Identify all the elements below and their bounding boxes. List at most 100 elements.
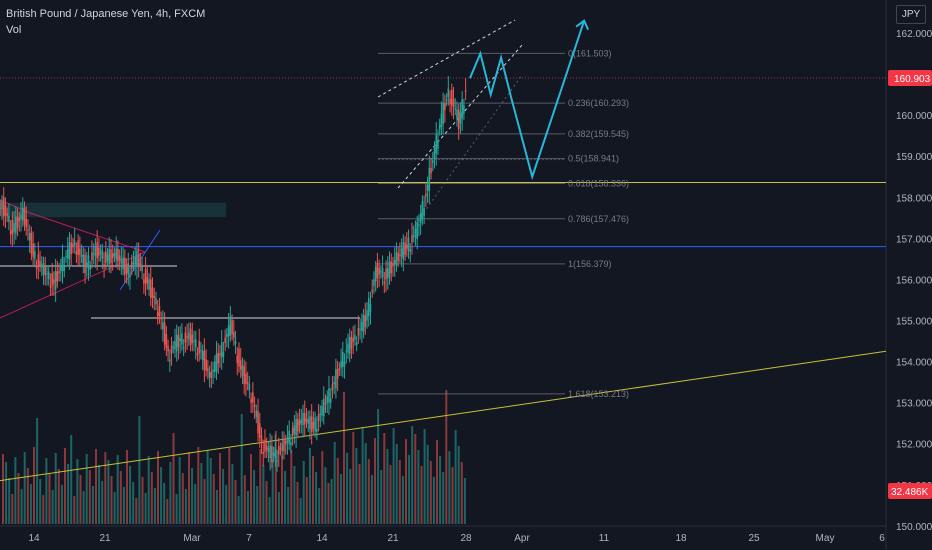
candle-body	[376, 262, 379, 279]
currency-button[interactable]: JPY	[896, 5, 926, 24]
candle-body	[373, 279, 375, 286]
time-tick-label: 21	[387, 533, 399, 544]
channel-mid-line	[411, 74, 523, 230]
volume-bar	[73, 496, 76, 524]
candle-body	[449, 98, 451, 105]
candle-body	[269, 445, 271, 459]
time-tick-label: 21	[99, 533, 111, 544]
candle-body	[236, 355, 239, 363]
candle-body	[205, 359, 207, 371]
candle-body	[288, 430, 290, 444]
candle-body	[49, 285, 52, 288]
candle-body	[309, 416, 311, 430]
candle-body	[310, 416, 313, 433]
candle-body	[456, 109, 458, 119]
price-tick-label: 158.000	[896, 193, 932, 204]
candle-body	[409, 249, 412, 253]
volume-bar	[8, 478, 11, 524]
volume-bar	[349, 469, 352, 524]
volume-bar	[246, 491, 249, 524]
candle-body	[201, 350, 204, 361]
candle-body	[170, 345, 173, 354]
volume-bar	[312, 456, 314, 524]
candle-body	[73, 240, 76, 246]
candle-body	[172, 347, 175, 349]
candle-body	[357, 328, 360, 336]
candle-body	[6, 213, 8, 216]
volume-bar	[101, 481, 104, 524]
volume-bar	[364, 443, 367, 524]
candle-body	[243, 365, 245, 385]
candle-body	[122, 257, 124, 270]
candle-body	[117, 248, 119, 262]
candle-body	[98, 247, 100, 256]
candle-body	[46, 273, 48, 275]
volume-bar	[234, 480, 237, 524]
candle-body	[158, 306, 161, 316]
consolidation-zone	[0, 202, 227, 218]
volume-bar	[42, 495, 45, 524]
volume-bar	[408, 455, 411, 524]
candle-body	[264, 439, 266, 452]
volume-bar	[392, 428, 395, 524]
candle-body	[454, 108, 457, 110]
candle-body	[72, 243, 74, 248]
candle-body	[80, 254, 83, 257]
volume-bar	[225, 485, 228, 524]
symbol-title[interactable]: British Pound / Japanese Yen, 4h, FXCM	[6, 8, 206, 20]
candle-body	[229, 316, 232, 336]
chart-legend: British Pound / Japanese Yen, 4h, FXCM V…	[6, 6, 205, 38]
candle-body	[343, 361, 346, 367]
candle-body	[381, 267, 384, 278]
volume-bar	[228, 448, 231, 524]
time-tick-label: 28	[460, 533, 472, 544]
candle-body	[312, 421, 315, 430]
candle-body	[362, 315, 365, 333]
candle-body	[298, 421, 301, 426]
candle-body	[291, 427, 294, 436]
volume-indicator-label[interactable]: Vol	[6, 24, 22, 36]
candle-body	[252, 392, 254, 403]
time-tick-label: 11	[599, 533, 610, 544]
candle-body	[255, 410, 258, 418]
price-tick-label: 160.000	[896, 111, 932, 122]
candle-body	[42, 262, 45, 275]
candle-body	[113, 253, 116, 257]
volume-bar	[367, 459, 370, 524]
fib-level-label: 0.382(159.545)	[568, 129, 629, 139]
candle-body	[253, 404, 256, 407]
volume-bar	[91, 486, 94, 524]
volume-bar	[113, 492, 116, 524]
candle-body	[137, 254, 140, 266]
candle-body	[239, 360, 242, 370]
volume-bar	[442, 472, 445, 524]
candle-body	[336, 369, 339, 379]
candle-body	[160, 317, 162, 320]
volume-bar	[107, 460, 110, 524]
candle-body	[335, 369, 337, 389]
volume-bar	[219, 453, 221, 524]
candle-body	[464, 90, 467, 92]
candle-body	[461, 99, 463, 119]
candle-body	[271, 445, 273, 463]
candle-body	[139, 262, 142, 266]
volume-bar	[253, 470, 256, 524]
candle-body	[319, 413, 322, 415]
volume-bar	[383, 433, 386, 524]
candle-body	[163, 322, 166, 345]
volume-bar	[51, 490, 54, 524]
volume-bar	[33, 447, 35, 524]
candle-body	[277, 445, 280, 455]
volume-bar	[321, 451, 324, 524]
candle-body	[233, 332, 235, 338]
price-scale-bg	[886, 0, 932, 550]
candle-body	[348, 336, 351, 355]
candle-body	[404, 242, 406, 255]
fib-level-label: 0.236(160.293)	[568, 98, 629, 108]
time-tick-label: 6	[879, 533, 885, 544]
candle-body	[419, 213, 422, 223]
volume-bar	[129, 466, 132, 524]
candle-body	[198, 341, 201, 354]
volume-bar	[374, 438, 376, 524]
